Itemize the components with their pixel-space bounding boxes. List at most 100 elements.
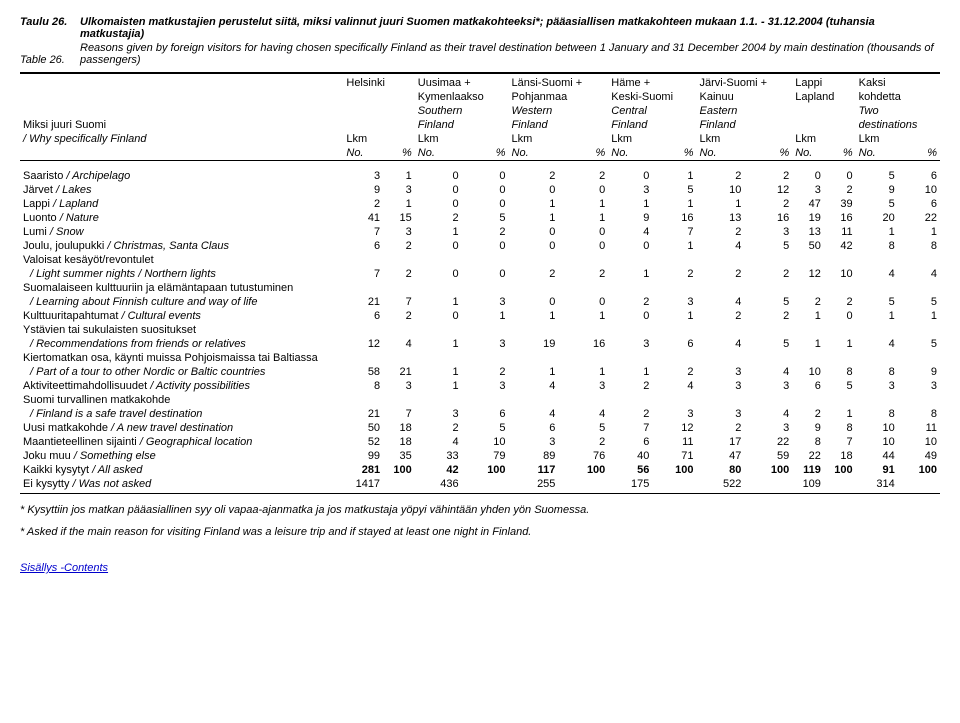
colhdr-no-4: No. xyxy=(696,146,744,161)
cell: 6 xyxy=(898,169,940,183)
cell: 4 xyxy=(415,435,462,449)
cell: 4 xyxy=(558,407,608,421)
cell: 6 xyxy=(652,337,696,351)
cell: 1 xyxy=(652,197,696,211)
cell: 8 xyxy=(856,239,898,253)
cell: 8 xyxy=(898,407,940,421)
row-label: Saaristo / Archipelago xyxy=(20,169,343,183)
cell: 0 xyxy=(415,267,462,281)
cell: 10 xyxy=(824,267,856,281)
cell: 2 xyxy=(608,295,652,309)
cell: 3 xyxy=(696,379,744,393)
cell: 0 xyxy=(824,309,856,323)
cell: 0 xyxy=(415,197,462,211)
cell: 109 xyxy=(792,477,824,491)
cell: 2 xyxy=(744,309,792,323)
cell: 7 xyxy=(343,225,383,239)
table-label-fi: Taulu 26. xyxy=(20,16,80,28)
cell: 8 xyxy=(792,435,824,449)
cell: 21 xyxy=(343,407,383,421)
table-row: / Learning about Finnish culture and way… xyxy=(20,295,940,309)
cell: 4 xyxy=(696,337,744,351)
row-label: Suomi turvallinen matkakohde xyxy=(20,393,940,407)
cell: 3 xyxy=(383,225,415,239)
cell: 12 xyxy=(792,267,824,281)
row-label-en: / Recommendations from friends or relati… xyxy=(20,337,343,351)
cell: 19 xyxy=(509,337,559,351)
cell: 0 xyxy=(558,239,608,253)
colhdr-l1-2: Länsi-Suomi + xyxy=(509,76,609,90)
table-body: Saaristo / Archipelago31002201220056Järv… xyxy=(20,161,940,492)
cell: 1 xyxy=(509,309,559,323)
row-label: Uusi matkakohde / A new travel destinati… xyxy=(20,421,343,435)
cell: 2 xyxy=(462,365,509,379)
cell: 42 xyxy=(824,239,856,253)
cell: 1 xyxy=(415,379,462,393)
contents-link[interactable]: Sisällys -Contents xyxy=(20,562,108,574)
cell: 10 xyxy=(792,365,824,379)
cell: 91 xyxy=(856,463,898,477)
cell: 1 xyxy=(558,197,608,211)
cell: 2 xyxy=(558,267,608,281)
cell: 119 xyxy=(792,463,824,477)
colhdr-lkm-0: Lkm xyxy=(343,132,414,146)
cell: 1 xyxy=(824,337,856,351)
row-label-en: / Light summer nights / Northern lights xyxy=(20,267,343,281)
cell: 3 xyxy=(462,379,509,393)
cell: 10 xyxy=(898,435,940,449)
cell: 1 xyxy=(856,309,898,323)
table-row: Lumi / Snow7312004723131111 xyxy=(20,225,940,239)
cell: 2 xyxy=(608,379,652,393)
cell: 3 xyxy=(383,183,415,197)
cell: 5 xyxy=(856,197,898,211)
table-row: / Finland is a safe travel destination21… xyxy=(20,407,940,421)
cell: 50 xyxy=(343,421,383,435)
colhdr-pct-2: % xyxy=(558,146,608,161)
cell: 8 xyxy=(898,239,940,253)
cell: 16 xyxy=(652,211,696,225)
cell: 71 xyxy=(652,449,696,463)
cell: 16 xyxy=(558,337,608,351)
cell: 0 xyxy=(462,183,509,197)
cell: 4 xyxy=(696,239,744,253)
cell: 8 xyxy=(824,365,856,379)
cell: 12 xyxy=(744,183,792,197)
cell: 3 xyxy=(608,337,652,351)
cell: 1 xyxy=(415,295,462,309)
table-row: / Light summer nights / Northern lights7… xyxy=(20,267,940,281)
cell: 314 xyxy=(856,477,898,491)
header-block: Taulu 26. Table 26. Ulkomaisten matkusta… xyxy=(20,16,940,66)
table-row: Järvet / Lakes93000035101232910 xyxy=(20,183,940,197)
cell: 0 xyxy=(558,295,608,309)
table-row: Joulu, joulupukki / Christmas, Santa Cla… xyxy=(20,239,940,253)
cell: 0 xyxy=(462,267,509,281)
colhdr-no-1: No. xyxy=(415,146,462,161)
cell: 3 xyxy=(898,379,940,393)
colhdr-l1-5: Lappi xyxy=(792,76,855,90)
cell: 5 xyxy=(824,379,856,393)
table-row: Kaikki kysytyt / All asked28110042100117… xyxy=(20,463,940,477)
footnote-fi: * Kysyttiin jos matkan pääasiallinen syy… xyxy=(20,504,940,516)
cell: 1 xyxy=(383,169,415,183)
cell: 22 xyxy=(898,211,940,225)
cell: 100 xyxy=(824,463,856,477)
colhdr-lkm-4: Lkm xyxy=(696,132,792,146)
cell xyxy=(898,477,940,491)
row-label: Lappi / Lapland xyxy=(20,197,343,211)
cell: 9 xyxy=(608,211,652,225)
row-label: Aktiviteettimahdollisuudet / Activity po… xyxy=(20,379,343,393)
cell: 7 xyxy=(383,295,415,309)
cell: 5 xyxy=(898,337,940,351)
cell: 4 xyxy=(744,365,792,379)
cell: 40 xyxy=(608,449,652,463)
cell: 2 xyxy=(744,169,792,183)
cell: 100 xyxy=(462,463,509,477)
cell: 1 xyxy=(608,267,652,281)
cell: 19 xyxy=(792,211,824,225)
cell: 0 xyxy=(558,183,608,197)
cell: 0 xyxy=(415,309,462,323)
cell: 436 xyxy=(415,477,462,491)
cell: 2 xyxy=(462,225,509,239)
cell: 47 xyxy=(696,449,744,463)
table-row: Valoisat kesäyöt/revontulet xyxy=(20,253,940,267)
